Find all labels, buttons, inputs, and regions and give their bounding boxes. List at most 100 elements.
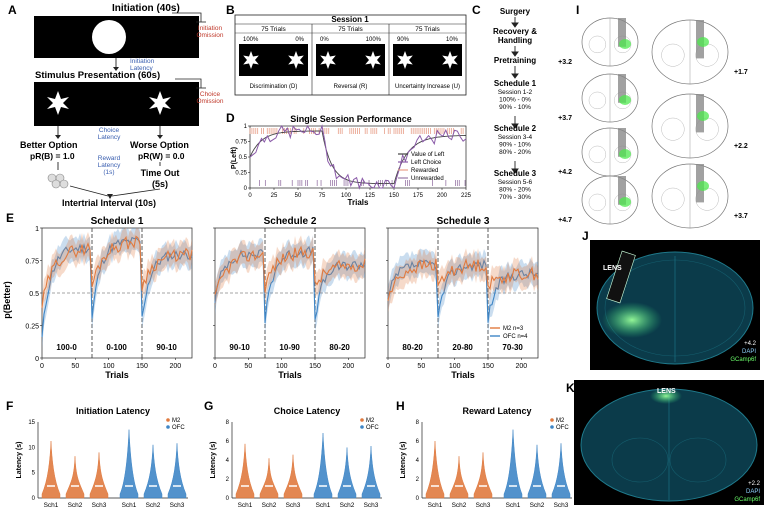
j-level: +4.2 (744, 341, 757, 347)
violin-group-label: Sch3 (364, 502, 379, 509)
violin-group-label: Sch1 (122, 502, 137, 509)
pellets-icon (47, 173, 69, 189)
violin-ytick: 8 (226, 420, 230, 426)
d-xtick: 0 (248, 193, 252, 199)
left-stimulus (47, 91, 69, 115)
section-level: +4.2 (558, 169, 572, 176)
e-xtick: 0 (386, 363, 390, 370)
schedule-detail: 80% - 20% (499, 149, 531, 156)
violin-title: Choice Latency (274, 406, 341, 416)
e-xlabel: Trials (278, 370, 302, 380)
violin-ytick: 8 (416, 420, 420, 426)
m2-line (41, 235, 193, 308)
d-xtick: 150 (389, 193, 400, 199)
panel-label-d: D (226, 111, 235, 125)
violin-group-label: Sch2 (146, 502, 161, 509)
panel-c: C Surgery Recovery & Handling Pretrainin… (472, 3, 537, 201)
initiation-omission-2: Omission (196, 32, 223, 39)
d-ytick: 0 (244, 186, 248, 192)
block-label: Reversal (R) (334, 84, 368, 90)
ofc-error-band (42, 228, 192, 349)
violin-legend-item: OFC (172, 425, 185, 431)
violin-ylabel: Latency (s) (400, 442, 407, 479)
brain-section (581, 127, 639, 177)
violin-ytick: 2 (416, 477, 420, 483)
lens-track (618, 74, 626, 103)
violin-group-label: Sch3 (92, 502, 107, 509)
d-legend-item: Left Choice (411, 160, 442, 166)
gcamp-spot (619, 39, 631, 49)
schedule-detail: Session 3-4 (498, 134, 533, 141)
violin-ytick: 0 (416, 496, 420, 502)
gcamp-spot (697, 111, 709, 121)
violin-title: Initiation Latency (76, 406, 150, 416)
gcamp-spot (697, 37, 709, 47)
m2-violin (473, 452, 493, 499)
reward-latency-2: Latency (98, 162, 122, 169)
e-ytick: 0.25 (25, 324, 39, 331)
iti-label: Intertrial Interval (10s) (62, 198, 156, 208)
violin-ylabel: Latency (s) (16, 442, 23, 479)
section-level: +4.7 (558, 217, 572, 224)
panel-label-e: E (6, 211, 14, 225)
panel-label-i: I (576, 3, 579, 17)
e-plot-title: Schedule 3 (437, 216, 490, 227)
d-ytick: 1 (244, 124, 248, 130)
e-block-label: 80-20 (402, 343, 423, 352)
schedule-name: Schedule 1 (494, 79, 537, 88)
d-ytick: 0.75 (235, 140, 247, 146)
schedule-name: Schedule 2 (494, 124, 537, 133)
section-level: +3.7 (734, 213, 748, 220)
step-pretraining: Pretraining (494, 56, 536, 65)
violin-group-label: Sch1 (44, 502, 59, 509)
d-ylabel: P(Left) (231, 147, 238, 169)
e-plot-title: Schedule 2 (264, 216, 317, 227)
e-xtick: 150 (309, 363, 321, 370)
block-left-prob: 0% (320, 37, 329, 43)
reward-latency-3: (1s) (103, 169, 114, 176)
brain-section (651, 93, 729, 159)
violin-ytick: 10 (28, 445, 35, 451)
right-stimulus (149, 91, 171, 115)
d-xtick: 75 (319, 193, 326, 199)
violin-group-label: Sch1 (316, 502, 331, 509)
violin-group-label: Sch2 (452, 502, 467, 509)
schedule-detail: Session 1-2 (498, 89, 533, 96)
violin-ytick: 5 (32, 471, 36, 477)
schedule-detail: 90% - 10% (499, 142, 531, 149)
e-xtick: 200 (342, 363, 354, 370)
panel-e: E p(Better) Schedule 1 0 0.25 0.5 0.75 1 0 50 10… (2, 211, 539, 380)
m2-line (387, 258, 539, 301)
gcamp-spot (619, 95, 631, 105)
e-ytick: 0.75 (25, 259, 39, 266)
panel-a: A Initiation (40s) Initiation Omission I… (8, 3, 224, 208)
step-handling: Handling (498, 36, 532, 45)
schedule-detail: 80% - 20% (499, 187, 531, 194)
timeout-label: Time Out (141, 168, 180, 178)
panel-label-c: C (472, 3, 481, 17)
violin-ytick: 0 (32, 496, 36, 502)
violin-ytick: 4 (226, 458, 230, 464)
initiation-omission-1: Initiation (198, 25, 223, 32)
ofc-violin (119, 429, 139, 499)
e-block-label: 80-20 (329, 343, 350, 352)
d-xtick: 125 (365, 193, 376, 199)
panel-fgh: F G H Initiation Latency Latency (s) 0 5 10 1… (6, 399, 572, 509)
panel-k: K LENS +2.2 DAPI GCamp6f (566, 380, 764, 505)
session-title: Session 1 (331, 15, 369, 24)
m2-violin (425, 440, 445, 499)
m2-error-band (388, 247, 538, 313)
e-xtick: 0 (213, 363, 217, 370)
initiation-latency-1: Initiation (130, 58, 155, 65)
e-ytick: 0.5 (29, 291, 39, 298)
left-stimulus (243, 51, 259, 69)
schedule-detail: Session 5-6 (498, 179, 533, 186)
k-gcamp: GCamp6f (734, 497, 760, 503)
brain-section (651, 163, 729, 229)
e-ylabel: p(Better) (2, 281, 12, 319)
violin-group-label: Sch3 (476, 502, 491, 509)
d-legend-item: Rewarded (411, 168, 438, 174)
violin-group-label: Sch2 (68, 502, 83, 509)
